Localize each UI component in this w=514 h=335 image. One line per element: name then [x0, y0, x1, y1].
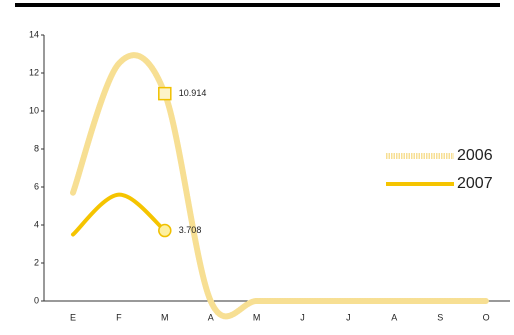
x-tick-label: O: [483, 312, 490, 322]
x-tick-label: E: [70, 312, 76, 322]
x-tick-label: M: [161, 312, 169, 322]
y-tick-label: 2: [34, 257, 39, 267]
marker: [158, 223, 172, 238]
x-tick-label: S: [437, 312, 443, 322]
y-tick-label: 14: [29, 29, 39, 39]
y-tick-label: 10: [29, 105, 39, 115]
top-rule: [15, 3, 500, 7]
y-tick-label: 12: [29, 67, 39, 77]
y-tick-label: 6: [34, 181, 39, 191]
legend-text: 2006: [457, 147, 493, 164]
y-tick-label: 0: [34, 295, 39, 305]
x-tick-label: A: [208, 312, 214, 322]
x-tick-label: A: [391, 312, 397, 322]
y-tick-label: 8: [34, 143, 39, 153]
y-tick-label: 4: [34, 219, 39, 229]
series-line: [70, 52, 490, 320]
legend-text: 2007: [457, 175, 493, 192]
x-tick-label: M: [253, 312, 261, 322]
value-label: 10.914: [179, 88, 207, 98]
x-tick-label: F: [116, 312, 122, 322]
value-label: 3.708: [179, 225, 202, 235]
x-tick-label: J: [300, 312, 305, 322]
x-tick-label: J: [346, 312, 351, 322]
series-line: [71, 192, 167, 237]
marker: [158, 86, 172, 101]
